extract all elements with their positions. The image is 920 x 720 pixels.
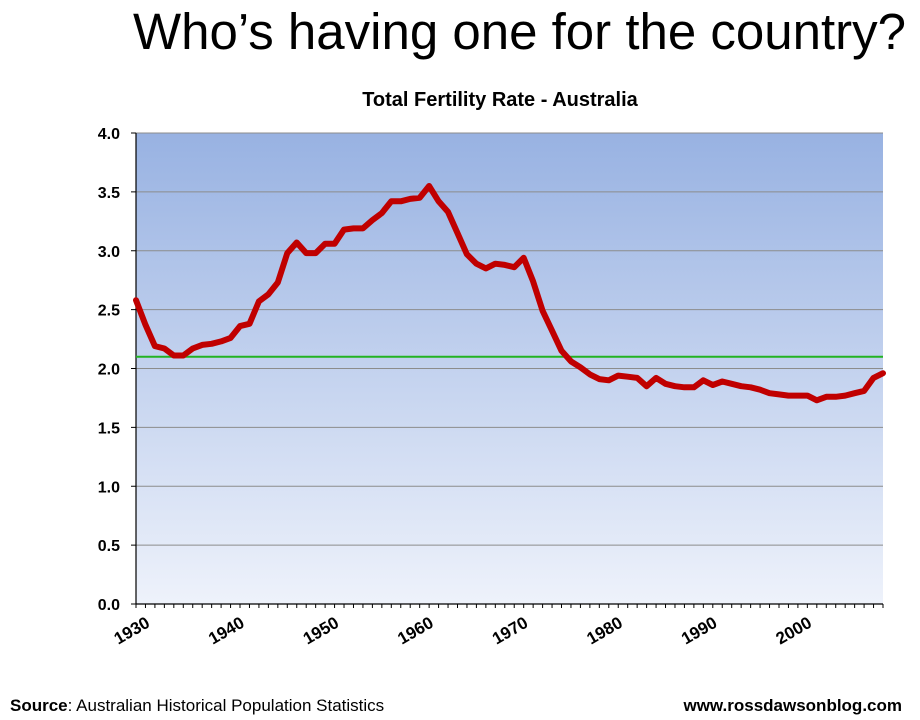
series-layer	[133, 183, 886, 404]
x-tick-label: 1980	[584, 613, 626, 648]
x-tick-label: 2000	[773, 613, 815, 648]
source-text: : Australian Historical Population Stati…	[67, 696, 385, 715]
y-tick-label: 3.0	[98, 244, 120, 261]
x-tick-label: 1970	[489, 613, 531, 648]
y-tick-label: 3.5	[98, 185, 120, 202]
x-tick-label: 1930	[111, 613, 153, 648]
gridlines	[136, 132, 883, 546]
chart-title: Total Fertility Rate - Australia	[362, 89, 638, 111]
y-tick-label: 2.5	[98, 303, 120, 320]
website-url: www.rossdawsonblog.com	[683, 696, 902, 715]
y-tick-label: 0.0	[98, 597, 120, 614]
x-tick-label: 1950	[300, 613, 342, 648]
y-tick-label: 1.0	[98, 479, 120, 496]
x-tick-label: 1960	[394, 613, 436, 648]
y-tick-label: 2.0	[98, 362, 120, 379]
y-tick-label: 1.5	[98, 420, 120, 437]
source-label: Source	[10, 696, 68, 715]
y-axis-ticks: 0.0 0.5 1.0 1.5 2.0 2.5 3.0 3.5 4.0	[98, 126, 136, 614]
x-tick-label: 1940	[205, 613, 247, 648]
y-tick-label: 4.0	[98, 126, 120, 143]
y-tick-label: 0.5	[98, 538, 120, 555]
slide-title: Who’s having one for the country?	[132, 3, 906, 60]
source-note: Source: Australian Historical Population…	[10, 696, 384, 716]
series-line	[133, 183, 886, 404]
x-tick-label: 1990	[678, 613, 720, 648]
x-axis-ticks: 1930 1940 1950 1960 1970 1980 1990 2000	[111, 604, 884, 648]
